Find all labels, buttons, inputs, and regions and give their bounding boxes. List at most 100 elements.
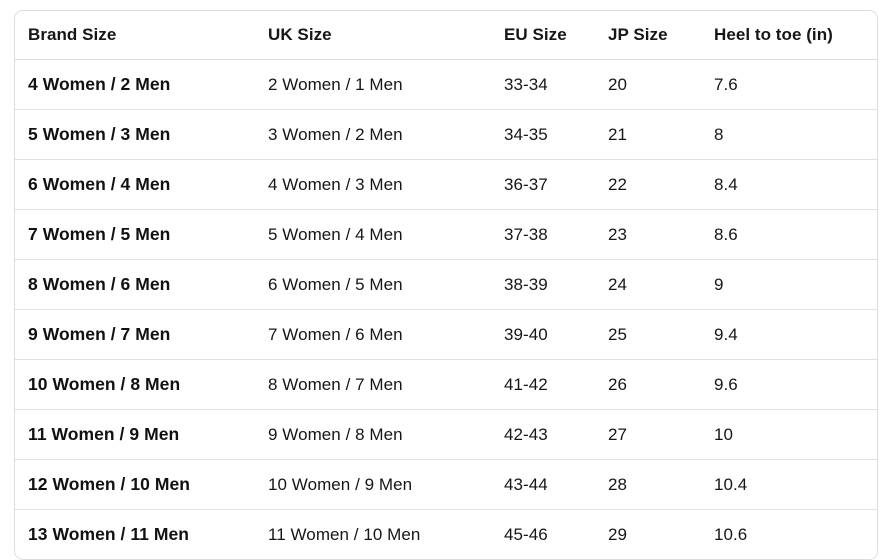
cell-brand-size: 4 Women / 2 Men xyxy=(15,60,255,110)
cell-heel-to-toe: 7.6 xyxy=(701,60,877,110)
cell-heel-to-toe: 8 xyxy=(701,109,877,160)
cell-jp-size: 21 xyxy=(595,109,701,160)
cell-heel-to-toe-value: 9.6 xyxy=(714,374,738,394)
cell-uk-size: 6 Women / 5 Men xyxy=(255,259,491,310)
cell-brand-size: 10 Women / 8 Men xyxy=(15,359,255,410)
column-header-uk-size-label: UK Size xyxy=(268,25,332,44)
table-row: 7 Women / 5 Men 5 Women / 4 Men 37-38 23… xyxy=(15,209,877,260)
cell-heel-to-toe: 9.6 xyxy=(701,359,877,410)
cell-uk-size: 2 Women / 1 Men xyxy=(255,60,491,110)
cell-jp-size-value: 22 xyxy=(608,174,628,194)
cell-jp-size-value: 23 xyxy=(608,224,628,244)
table-row: 13 Women / 11 Men 11 Women / 10 Men 45-4… xyxy=(15,509,877,559)
cell-eu-size: 33-34 xyxy=(491,60,595,110)
cell-uk-size-value: 6 Women / 5 Men xyxy=(268,274,403,294)
cell-eu-size: 42-43 xyxy=(491,409,595,460)
cell-uk-size: 9 Women / 8 Men xyxy=(255,409,491,460)
column-header-jp-size-label: JP Size xyxy=(608,25,668,44)
cell-brand-size: 12 Women / 10 Men xyxy=(15,459,255,510)
size-conversion-table: Brand Size UK Size EU Size JP Size Heel … xyxy=(15,11,877,559)
cell-brand-size-value: 5 Women / 3 Men xyxy=(28,124,171,144)
cell-brand-size-value: 10 Women / 8 Men xyxy=(28,374,181,394)
cell-heel-to-toe: 9 xyxy=(701,259,877,310)
cell-heel-to-toe-value: 10.6 xyxy=(714,524,748,544)
cell-brand-size-value: 6 Women / 4 Men xyxy=(28,174,171,194)
cell-eu-size-value: 38-39 xyxy=(504,274,548,294)
cell-eu-size-value: 41-42 xyxy=(504,374,548,394)
table-row: 11 Women / 9 Men 9 Women / 8 Men 42-43 2… xyxy=(15,409,877,460)
cell-brand-size-value: 4 Women / 2 Men xyxy=(28,74,171,94)
cell-uk-size-value: 10 Women / 9 Men xyxy=(268,474,413,494)
cell-brand-size: 5 Women / 3 Men xyxy=(15,109,255,160)
size-chart-container: Brand Size UK Size EU Size JP Size Heel … xyxy=(14,10,878,560)
cell-jp-size: 26 xyxy=(595,359,701,410)
cell-uk-size-value: 3 Women / 2 Men xyxy=(268,124,403,144)
cell-heel-to-toe: 8.6 xyxy=(701,209,877,260)
cell-uk-size: 11 Women / 10 Men xyxy=(255,509,491,559)
cell-jp-size-value: 29 xyxy=(608,524,628,544)
cell-brand-size-value: 12 Women / 10 Men xyxy=(28,474,190,494)
column-header-brand-size-label: Brand Size xyxy=(28,25,117,44)
cell-jp-size: 22 xyxy=(595,159,701,210)
cell-brand-size-value: 9 Women / 7 Men xyxy=(28,324,171,344)
cell-jp-size-value: 20 xyxy=(608,74,628,94)
cell-brand-size: 13 Women / 11 Men xyxy=(15,509,255,559)
cell-eu-size-value: 37-38 xyxy=(504,224,548,244)
table-row: 5 Women / 3 Men 3 Women / 2 Men 34-35 21… xyxy=(15,109,877,160)
cell-eu-size: 39-40 xyxy=(491,309,595,360)
cell-jp-size: 20 xyxy=(595,60,701,110)
column-header-brand-size: Brand Size xyxy=(15,11,255,60)
cell-brand-size-value: 8 Women / 6 Men xyxy=(28,274,171,294)
cell-uk-size-value: 9 Women / 8 Men xyxy=(268,424,403,444)
cell-jp-size: 27 xyxy=(595,409,701,460)
cell-jp-size-value: 25 xyxy=(608,324,628,344)
cell-uk-size-value: 11 Women / 10 Men xyxy=(268,524,421,544)
cell-brand-size: 11 Women / 9 Men xyxy=(15,409,255,460)
cell-jp-size: 28 xyxy=(595,459,701,510)
cell-jp-size-value: 26 xyxy=(608,374,628,394)
cell-jp-size-value: 27 xyxy=(608,424,628,444)
cell-heel-to-toe: 10 xyxy=(701,409,877,460)
table-body: 4 Women / 2 Men 2 Women / 1 Men 33-34 20… xyxy=(15,60,877,559)
cell-uk-size-value: 7 Women / 6 Men xyxy=(268,324,403,344)
table-row: 4 Women / 2 Men 2 Women / 1 Men 33-34 20… xyxy=(15,60,877,110)
column-header-eu-size-label: EU Size xyxy=(504,25,567,44)
table-row: 9 Women / 7 Men 7 Women / 6 Men 39-40 25… xyxy=(15,309,877,360)
cell-brand-size: 6 Women / 4 Men xyxy=(15,159,255,210)
cell-uk-size: 8 Women / 7 Men xyxy=(255,359,491,410)
cell-eu-size: 43-44 xyxy=(491,459,595,510)
table-row: 12 Women / 10 Men 10 Women / 9 Men 43-44… xyxy=(15,459,877,510)
cell-eu-size-value: 42-43 xyxy=(504,424,548,444)
table-row: 10 Women / 8 Men 8 Women / 7 Men 41-42 2… xyxy=(15,359,877,410)
cell-heel-to-toe: 8.4 xyxy=(701,159,877,210)
cell-brand-size: 7 Women / 5 Men xyxy=(15,209,255,260)
cell-uk-size: 10 Women / 9 Men xyxy=(255,459,491,510)
cell-uk-size: 7 Women / 6 Men xyxy=(255,309,491,360)
cell-heel-to-toe-value: 10.4 xyxy=(714,474,748,494)
cell-eu-size-value: 43-44 xyxy=(504,474,548,494)
cell-jp-size: 29 xyxy=(595,509,701,559)
column-header-eu-size: EU Size xyxy=(491,11,595,60)
cell-brand-size-value: 13 Women / 11 Men xyxy=(28,524,189,544)
cell-heel-to-toe-value: 9 xyxy=(714,274,724,294)
cell-heel-to-toe-value: 10 xyxy=(714,424,734,444)
cell-heel-to-toe-value: 7.6 xyxy=(714,74,738,94)
cell-brand-size-value: 7 Women / 5 Men xyxy=(28,224,171,244)
cell-jp-size-value: 24 xyxy=(608,274,628,294)
table-row: 8 Women / 6 Men 6 Women / 5 Men 38-39 24… xyxy=(15,259,877,310)
cell-heel-to-toe-value: 9.4 xyxy=(714,324,738,344)
cell-uk-size-value: 8 Women / 7 Men xyxy=(268,374,403,394)
cell-eu-size: 36-37 xyxy=(491,159,595,210)
cell-heel-to-toe-value: 8 xyxy=(714,124,724,144)
cell-uk-size-value: 2 Women / 1 Men xyxy=(268,74,403,94)
cell-brand-size: 8 Women / 6 Men xyxy=(15,259,255,310)
cell-eu-size-value: 45-46 xyxy=(504,524,548,544)
cell-eu-size: 45-46 xyxy=(491,509,595,559)
cell-uk-size: 4 Women / 3 Men xyxy=(255,159,491,210)
cell-eu-size-value: 39-40 xyxy=(504,324,548,344)
cell-eu-size-value: 33-34 xyxy=(504,74,548,94)
cell-brand-size-value: 11 Women / 9 Men xyxy=(28,424,180,444)
cell-brand-size: 9 Women / 7 Men xyxy=(15,309,255,360)
column-header-jp-size: JP Size xyxy=(595,11,701,60)
cell-heel-to-toe-value: 8.4 xyxy=(714,174,738,194)
